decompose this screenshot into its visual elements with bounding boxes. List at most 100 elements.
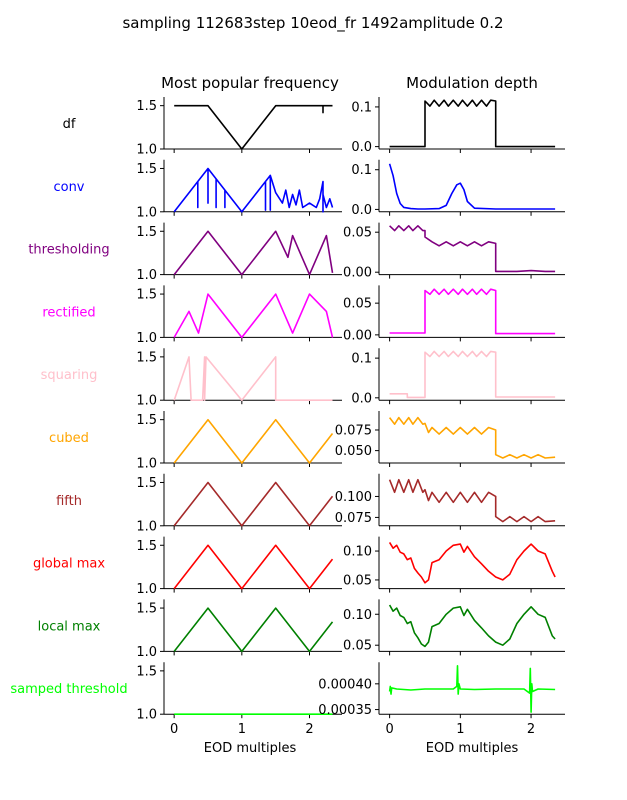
panel-right: 0.00 0.05 [343,222,565,281]
y-tick-label: 0.075 [335,511,372,526]
series-line [389,225,556,273]
y-tick-label: 1.0 [136,331,157,346]
y-tick-label: 0.0 [351,391,372,406]
panel-right: 0.00 0.05 [343,285,565,343]
row-label: rectified [42,305,95,320]
series-line [173,167,334,213]
row-conv: conv 1.0 1.5 0.0 0.1 [53,159,565,220]
y-tick-label: 1.0 [136,205,157,220]
panel-left: 1.0 1.5 [136,159,342,220]
series-line [174,104,333,150]
series-line [173,607,334,653]
series-line [389,288,556,335]
y-tick-label: 1.5 [136,539,157,554]
y-tick-label: 1.0 [136,708,157,723]
panel-right: 0.050 0.075 [335,411,565,467]
panel-right: 0.05 0.10 [343,536,565,593]
x-tick-label: 2 [305,722,313,737]
panel-grid: df 1.0 1.5 0.0 0.1 conv 1.0 1.5 0.0 0.1 thresholdi… [10,97,565,737]
row-local-max: local max 1.0 1.5 0.05 0.10 [38,599,565,660]
y-tick-label: 1.5 [136,413,157,428]
panel-right: 0.0 0.1 [351,348,565,406]
y-tick-label: 0.050 [335,444,372,459]
y-tick-label: 1.5 [136,288,157,303]
series-line [388,163,556,210]
y-tick-label: 0.00035 [318,703,372,718]
series-line [173,230,334,276]
panel-right: 0.00035 0.00040 0 1 2 [318,662,565,737]
y-tick-label: 0.075 [335,423,372,438]
panel-right: 0.05 0.10 [343,599,565,656]
figure-suptitle: sampling 112683step 10eod_fr 1492amplitu… [122,14,503,33]
series-line [173,356,333,402]
row-fifth: fifth 1.0 1.5 0.075 0.100 [56,473,565,534]
row-label: global max [33,557,105,572]
y-tick-label: 0.00 [343,266,372,281]
panel-left: 1.0 1.5 [136,536,342,597]
series-line [173,418,334,464]
x-tick-label: 0 [170,722,178,737]
x-axis-label-right: EOD multiples [426,741,519,756]
row-label: fifth [56,494,82,509]
panel-left: 1.0 1.5 [136,285,342,346]
panel-right: 0.0 0.1 [351,97,565,155]
series-line [173,481,334,527]
panel-left: 1.0 1.5 [136,97,342,158]
panel-left: 1.0 1.5 [136,348,342,409]
x-tick-label: 2 [527,722,535,737]
y-tick-label: 0.100 [335,490,372,505]
y-tick-label: 1.0 [136,143,157,158]
y-tick-label: 0.10 [343,545,372,560]
row-global-max: global max 1.0 1.5 0.05 0.10 [33,536,565,597]
y-tick-label: 0.10 [343,608,372,623]
y-tick-label: 1.5 [136,350,157,365]
row-label: cubed [49,431,89,446]
panel-right: 0.075 0.100 [335,473,565,530]
x-tick-label: 0 [385,722,393,737]
row-label: df [63,117,76,132]
y-tick-label: 0.0 [351,140,372,155]
row-thresholding: thresholding 1.0 1.5 0.00 0.05 [28,222,565,283]
series-line [388,604,556,648]
series-line [389,350,556,399]
y-tick-label: 1.0 [136,582,157,597]
panel-right: 0.0 0.1 [351,159,565,218]
x-tick-label: 1 [456,722,464,737]
y-tick-label: 0.05 [343,226,372,241]
y-tick-label: 0.1 [351,163,372,178]
y-tick-label: 1.0 [136,519,157,534]
y-tick-label: 0.05 [343,297,372,312]
series-line [173,293,334,339]
y-tick-label: 0.1 [351,352,372,367]
row-label: squaring [41,368,98,383]
y-tick-label: 0.05 [343,573,372,588]
row-label: samped threshold [10,682,127,697]
x-tick-label: 1 [238,722,246,737]
row-label: thresholding [28,243,109,258]
row-df: df 1.0 1.5 0.0 0.1 [63,97,565,158]
row-cubed: cubed 1.0 1.5 0.050 0.075 [49,411,565,472]
y-tick-label: 0.1 [351,100,372,115]
panel-left: 1.0 1.5 [136,411,342,472]
series-line [388,541,556,584]
panel-left: 1.0 1.5 [136,222,342,283]
y-tick-label: 0.00 [343,328,372,343]
y-tick-label: 1.0 [136,645,157,660]
row-rectified: rectified 1.0 1.5 0.00 0.05 [42,285,565,346]
series-line [388,416,556,459]
panel-left: 1.0 1.5 [136,599,342,660]
x-axis-label-left: EOD multiples [204,741,297,756]
series-line [173,544,334,590]
y-tick-label: 1.5 [136,225,157,240]
y-tick-label: 1.0 [136,268,157,283]
y-tick-label: 0.0 [351,203,372,218]
row-label: conv [53,180,84,195]
y-tick-label: 0.00040 [318,677,372,692]
y-tick-label: 1.5 [136,476,157,491]
column-title-modulation: Modulation depth [406,74,538,92]
y-tick-label: 0.05 [343,639,372,654]
y-tick-label: 1.5 [136,664,157,679]
y-tick-label: 1.0 [136,394,157,409]
